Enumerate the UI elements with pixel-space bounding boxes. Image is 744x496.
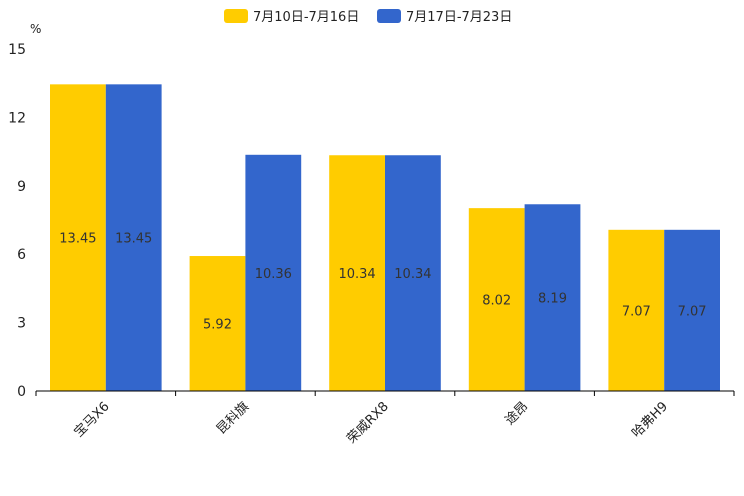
bar-1-2: [189, 256, 246, 391]
data-label: 13.45: [59, 232, 96, 247]
data-label: 10.34: [394, 267, 431, 282]
bar-1-5: [608, 229, 665, 391]
legend-swatch-1: [224, 9, 248, 23]
data-label: 8.19: [538, 292, 567, 307]
bar-1-1: [50, 84, 106, 391]
legend-swatch-2: [377, 9, 401, 23]
data-label: 7.07: [678, 304, 707, 319]
x-tick-label: 哈弗H9: [629, 399, 671, 441]
y-tick-label: 9: [17, 179, 26, 195]
data-label: 8.02: [482, 294, 511, 309]
bar-1-4: [468, 208, 525, 391]
legend-label-1: 7月10日-7月16日: [253, 10, 359, 25]
y-tick-label: 15: [8, 42, 26, 58]
bar-2-3: [385, 155, 441, 391]
y-tick-label: 12: [8, 110, 26, 126]
data-label: 10.34: [338, 267, 375, 282]
x-tick-label: 荣威RX8: [344, 399, 392, 447]
y-tick-label: 6: [17, 247, 26, 263]
y-tick-label: 3: [17, 316, 26, 332]
bar-2-5: [664, 229, 720, 391]
data-label: 5.92: [203, 318, 232, 333]
data-label: 13.45: [115, 232, 152, 247]
y-axis-unit-label: %: [30, 22, 41, 36]
bar-2-2: [245, 154, 302, 391]
x-tick-label: 宝马X6: [71, 399, 112, 440]
bar-2-1: [105, 84, 162, 391]
x-tick-label: 途昂: [502, 399, 532, 429]
data-label: 10.36: [255, 267, 292, 282]
bar-2-4: [524, 204, 581, 391]
data-label: 7.07: [622, 304, 651, 319]
bar-1-3: [329, 155, 385, 391]
y-tick-label: 0: [17, 384, 26, 400]
x-tick-label: 昆科旗: [213, 399, 252, 438]
legend-label-2: 7月17日-7月23日: [406, 10, 512, 25]
